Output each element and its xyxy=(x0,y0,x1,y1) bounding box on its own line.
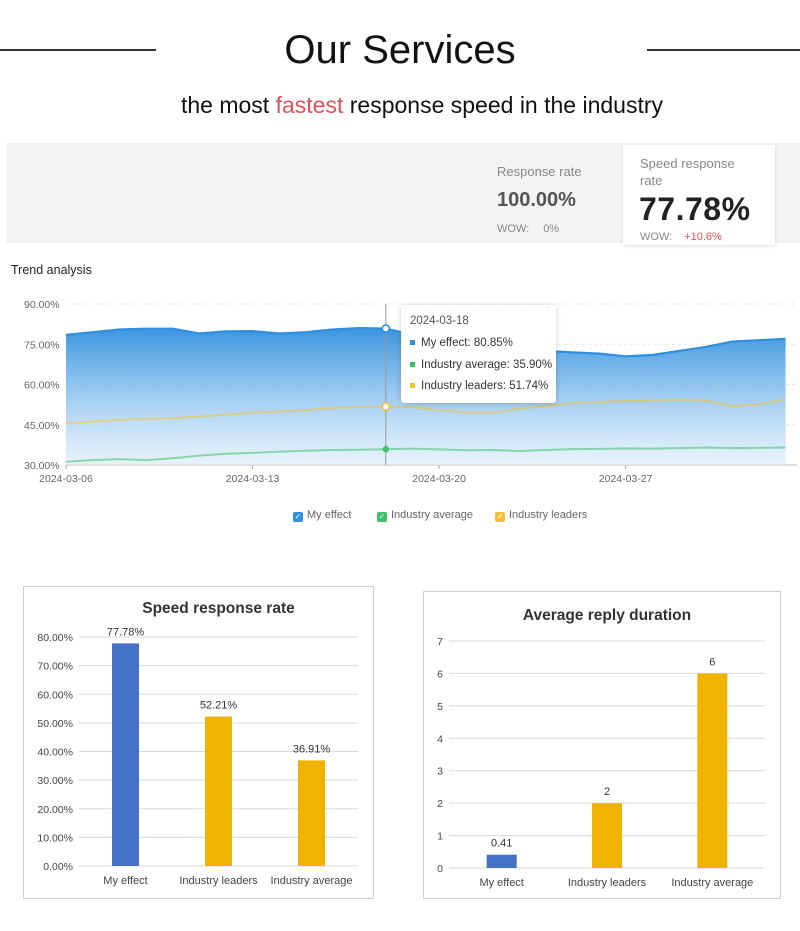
tooltip-row-industry-leaders: Industry leaders: 51.74% xyxy=(410,380,548,392)
bar-value-label: 77.78% xyxy=(107,626,145,638)
bar-y-tick: 1 xyxy=(437,831,443,843)
my-effect-dot-icon xyxy=(410,340,415,346)
right-decorative-line xyxy=(647,49,800,51)
bar-y-tick: 2 xyxy=(437,798,443,810)
bar-value-label: 2 xyxy=(604,786,610,798)
bar-y-tick: 80.00% xyxy=(37,632,73,644)
trend-y-tick: 60.00% xyxy=(24,380,60,392)
wow-value: 0% xyxy=(543,223,560,235)
trend-chart: 90.00% 75.00% 60.00% 45.00% 30.00%2024-03-06… xyxy=(24,299,797,485)
bar xyxy=(697,673,728,868)
bar-y-tick: 5 xyxy=(437,701,443,713)
bar-y-tick: 60.00% xyxy=(37,689,73,701)
subtitle-suffix: response speed in the industry xyxy=(343,92,664,118)
speed-response-label-line2: rate xyxy=(640,173,663,188)
industry-average-line xyxy=(65,446,786,463)
speed-response-bar-chart: Speed response rate 80.00% 70.00% 60.00% 50.… xyxy=(37,600,358,887)
tooltip-row-text: Industry leaders: 51.74% xyxy=(421,380,549,392)
bar-value-label: 52.21% xyxy=(200,700,238,712)
response-rate-value: 100.00% xyxy=(497,189,576,211)
bar-y-tick: 0.00% xyxy=(43,861,73,873)
tooltip-row-text: Industry average: 35.90% xyxy=(421,359,553,371)
bar-value-label: 6 xyxy=(709,656,715,668)
trend-tooltip: 2024-03-18 My effect: 80.85% Industry av… xyxy=(401,305,556,403)
speed-response-bar-chart-panel: Speed response rate 80.00% 70.00% 60.00% 50.… xyxy=(23,586,374,899)
bar xyxy=(112,643,139,866)
wow-label: WOW: xyxy=(640,231,673,243)
bar xyxy=(486,854,517,868)
legend-item-industry-average[interactable]: ✓ Industry average xyxy=(377,509,473,522)
subtitle-highlight: fastest xyxy=(275,92,344,118)
bar-category-label: Industry average xyxy=(271,875,353,887)
industry-average-dot-icon xyxy=(410,362,415,368)
bar xyxy=(205,716,232,866)
hover-point xyxy=(381,324,391,333)
bar-chart-title: Average reply duration xyxy=(523,607,691,624)
industry-leaders-line xyxy=(65,398,786,425)
bar-chart-title: Speed response rate xyxy=(142,600,295,617)
bar-y-tick: 7 xyxy=(437,636,443,648)
bar-y-tick: 4 xyxy=(437,733,443,745)
trend-x-tick: 2024-03-27 xyxy=(599,473,653,485)
page-title: Our Services xyxy=(284,28,516,72)
average-reply-bar-chart-panel: Average reply duration 7 6 5 4 3 2 1 0 0.41 My eff… xyxy=(423,591,781,899)
bar xyxy=(592,803,622,868)
bar-y-tick: 40.00% xyxy=(37,747,73,759)
trend-x-tick: 2024-03-20 xyxy=(412,473,466,485)
bar-y-tick: 30.00% xyxy=(37,775,73,787)
bar-value-label: 0.41 xyxy=(491,838,512,850)
speed-response-label: Speed response rate xyxy=(640,155,735,189)
trend-y-tick: 75.00% xyxy=(24,339,60,351)
bar-category-label: Industry average xyxy=(671,877,753,889)
bar-y-tick: 20.00% xyxy=(37,804,73,816)
checkbox-checked-icon: ✓ xyxy=(495,512,505,522)
page-subtitle: the most fastest response speed in the i… xyxy=(0,92,800,119)
bar-y-tick: 6 xyxy=(437,668,443,680)
tooltip-row-text: My effect: 80.85% xyxy=(421,337,513,349)
bar-y-tick: 3 xyxy=(437,766,443,778)
legend-label: My effect xyxy=(307,509,352,521)
bar-y-tick: 0 xyxy=(437,863,443,875)
subtitle-prefix: the most xyxy=(180,92,276,118)
checkbox-checked-icon: ✓ xyxy=(377,512,387,522)
bar-y-tick: 70.00% xyxy=(37,661,73,673)
trend-title: Trend analysis xyxy=(11,263,92,277)
legend-item-my-effect[interactable]: ✓ My effect xyxy=(293,509,351,522)
industry-leaders-dot-icon xyxy=(410,383,415,389)
hover-point xyxy=(381,402,391,411)
bar-category-label: My effect xyxy=(103,875,147,887)
wow-label: WOW: xyxy=(497,223,530,235)
tooltip-row-my-effect: My effect: 80.85% xyxy=(410,337,513,349)
trend-y-tick: 90.00% xyxy=(24,299,60,311)
legend-label: Industry average xyxy=(391,509,473,521)
legend-label: Industry leaders xyxy=(509,509,588,521)
tooltip-date: 2024-03-18 xyxy=(410,315,469,327)
hover-point xyxy=(382,445,390,453)
bar-category-label: Industry leaders xyxy=(568,877,647,889)
trend-y-tick: 30.00% xyxy=(24,460,60,472)
speed-response-label-line1: Speed response xyxy=(640,156,735,171)
bar-y-tick: 50.00% xyxy=(37,718,73,730)
legend-item-industry-leaders[interactable]: ✓ Industry leaders xyxy=(495,509,587,522)
wow-value: +10.6% xyxy=(684,231,722,243)
bar-y-tick: 10.00% xyxy=(37,832,73,844)
trend-x-tick: 2024-03-13 xyxy=(226,473,280,485)
average-reply-bar-chart: Average reply duration 7 6 5 4 3 2 1 0 0.41 My eff… xyxy=(437,607,765,889)
bar-value-label: 36.91% xyxy=(293,743,331,755)
left-decorative-line xyxy=(0,49,156,51)
response-rate-label: Response rate xyxy=(497,164,582,179)
checkbox-checked-icon: ✓ xyxy=(293,512,303,522)
tooltip-row-industry-average: Industry average: 35.90% xyxy=(410,359,552,371)
trend-x-tick: 2024-03-06 xyxy=(39,473,93,485)
trend-y-tick: 45.00% xyxy=(24,420,60,432)
bar-category-label: Industry leaders xyxy=(179,875,258,887)
speed-response-value: 77.78% xyxy=(639,191,751,227)
speed-response-wow: WOW: +10.6% xyxy=(640,231,722,243)
speed-response-card xyxy=(623,145,775,245)
response-rate-wow: WOW: 0% xyxy=(497,223,559,235)
bar xyxy=(298,760,325,866)
bar-category-label: My effect xyxy=(479,877,523,889)
